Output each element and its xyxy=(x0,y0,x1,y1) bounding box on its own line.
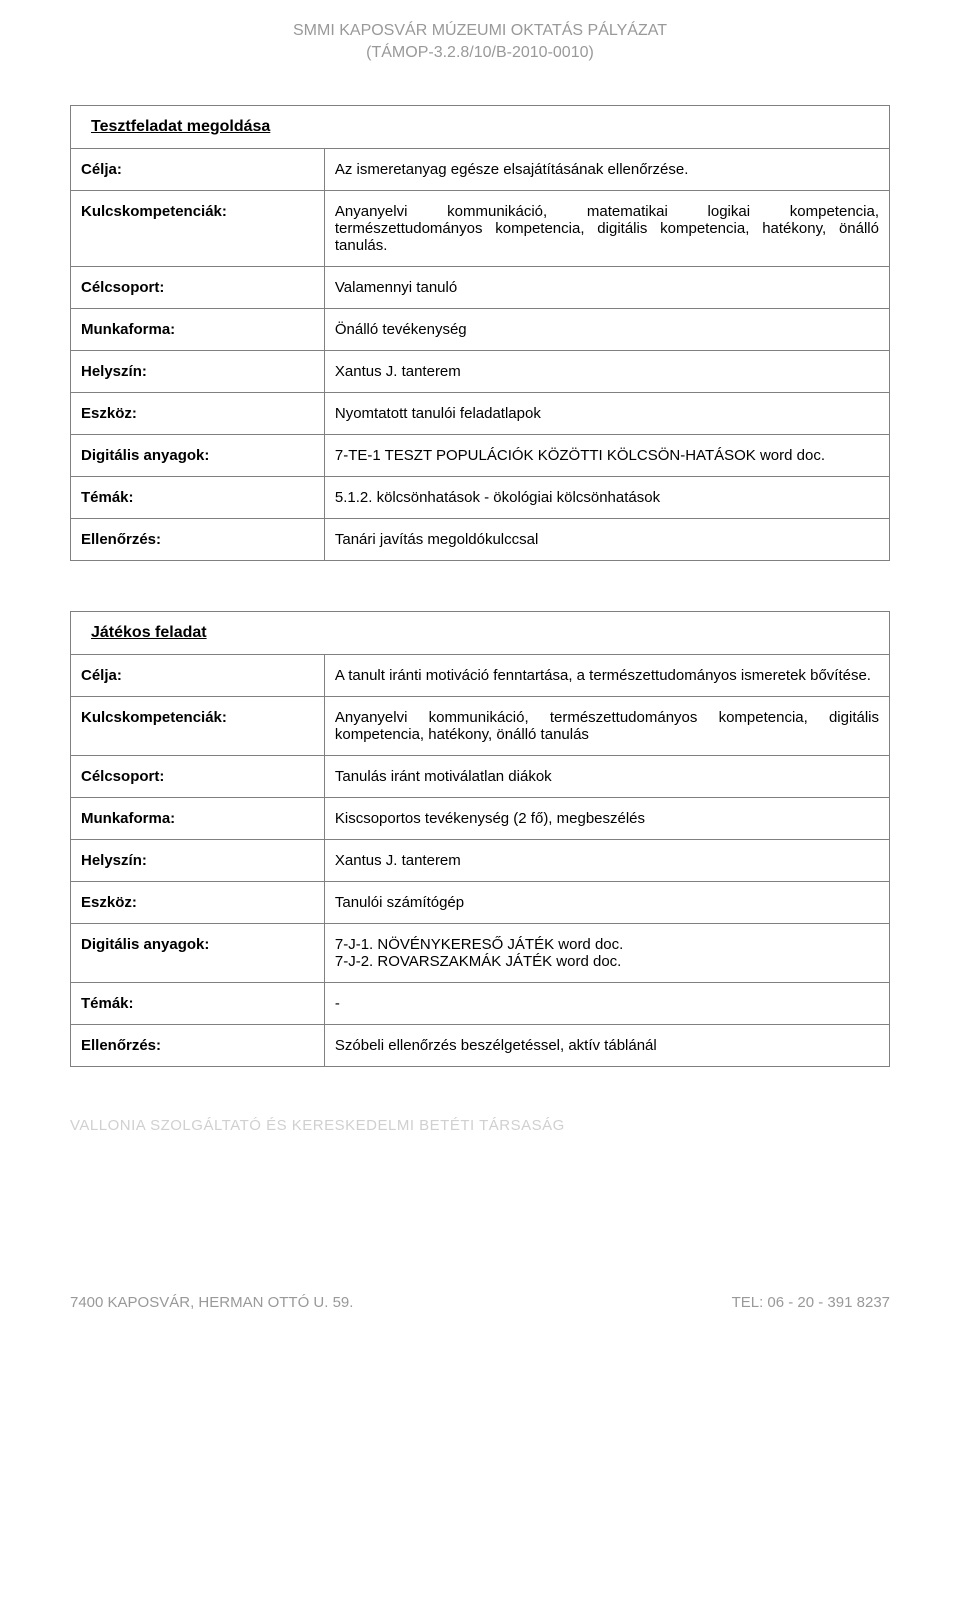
row-label: Digitális anyagok: xyxy=(71,923,325,982)
table-row: Ellenőrzés:Tanári javítás megoldókulccsa… xyxy=(71,518,890,560)
page-header: SMMI KAPOSVÁR MÚZEUMI OKTATÁS PÁLYÁZAT (… xyxy=(70,20,890,65)
row-label: Helyszín: xyxy=(71,839,325,881)
table-row: Munkaforma:Önálló tevékenység xyxy=(71,308,890,350)
table-row: Eszköz:Tanulói számítógép xyxy=(71,881,890,923)
row-value: Tanulás iránt motiválatlan diákok xyxy=(324,755,889,797)
footer-address: 7400 KAPOSVÁR, HERMAN OTTÓ U. 59. xyxy=(70,1294,353,1311)
table-row: Digitális anyagok:7-J-1. NÖVÉNYKERESŐ JÁ… xyxy=(71,923,890,982)
row-label: Témák: xyxy=(71,982,325,1024)
tables-container: Tesztfeladat megoldásaCélja:Az ismeretan… xyxy=(70,105,890,1067)
row-value: - xyxy=(324,982,889,1024)
data-table: Tesztfeladat megoldásaCélja:Az ismeretan… xyxy=(70,105,890,561)
row-value: Önálló tevékenység xyxy=(324,308,889,350)
table-row: Helyszín:Xantus J. tanterem xyxy=(71,839,890,881)
row-label: Digitális anyagok: xyxy=(71,434,325,476)
row-label: Célja: xyxy=(71,148,325,190)
row-label: Kulcskompetenciák: xyxy=(71,696,325,755)
footer-company: VALLONIA SZOLGÁLTATÓ ÉS KERESKEDELMI BET… xyxy=(70,1117,890,1134)
row-value: Anyanyelvi kommunikáció, természettudomá… xyxy=(324,696,889,755)
table-row: Kulcskompetenciák:Anyanyelvi kommunikáci… xyxy=(71,696,890,755)
row-label: Kulcskompetenciák: xyxy=(71,190,325,266)
row-value: Tanulói számítógép xyxy=(324,881,889,923)
section-title-cell: Tesztfeladat megoldása xyxy=(71,105,890,148)
row-label: Témák: xyxy=(71,476,325,518)
section-title-cell: Játékos feladat xyxy=(71,611,890,654)
row-label: Célcsoport: xyxy=(71,266,325,308)
row-value: 7-J-1. NÖVÉNYKERESŐ JÁTÉK word doc.7-J-2… xyxy=(324,923,889,982)
row-value: Xantus J. tanterem xyxy=(324,839,889,881)
section-title: Játékos feladat xyxy=(81,612,217,653)
table-row: Célja:Az ismeretanyag egésze elsajátítás… xyxy=(71,148,890,190)
table-row: Célja:A tanult iránti motiváció fenntart… xyxy=(71,654,890,696)
row-label: Munkaforma: xyxy=(71,308,325,350)
row-value: Anyanyelvi kommunikáció, matematikai log… xyxy=(324,190,889,266)
row-value: Tanári javítás megoldókulccsal xyxy=(324,518,889,560)
header-line-1: SMMI KAPOSVÁR MÚZEUMI OKTATÁS PÁLYÁZAT xyxy=(70,20,890,42)
table-row: Munkaforma:Kiscsoportos tevékenység (2 f… xyxy=(71,797,890,839)
row-value: 7-TE-1 TESZT POPULÁCIÓK KÖZÖTTI KÖLCSÖN-… xyxy=(324,434,889,476)
table-row: Helyszín:Xantus J. tanterem xyxy=(71,350,890,392)
row-label: Ellenőrzés: xyxy=(71,1024,325,1066)
row-value: Szóbeli ellenőrzés beszélgetéssel, aktív… xyxy=(324,1024,889,1066)
row-label: Munkaforma: xyxy=(71,797,325,839)
table-row: Eszköz:Nyomtatott tanulói feladatlapok xyxy=(71,392,890,434)
row-value: Nyomtatott tanulói feladatlapok xyxy=(324,392,889,434)
row-value: Az ismeretanyag egésze elsajátításának e… xyxy=(324,148,889,190)
row-label: Ellenőrzés: xyxy=(71,518,325,560)
row-value: 5.1.2. kölcsönhatások - ökológiai kölcsö… xyxy=(324,476,889,518)
footer-phone: TEL: 06 - 20 - 391 8237 xyxy=(732,1294,890,1311)
table-row: Témák:5.1.2. kölcsönhatások - ökológiai … xyxy=(71,476,890,518)
row-label: Eszköz: xyxy=(71,392,325,434)
row-value: Xantus J. tanterem xyxy=(324,350,889,392)
data-table: Játékos feladatCélja:A tanult iránti mot… xyxy=(70,611,890,1067)
header-line-2: (TÁMOP-3.2.8/10/B-2010-0010) xyxy=(70,42,890,64)
table-row: Célcsoport:Valamennyi tanuló xyxy=(71,266,890,308)
section-title: Tesztfeladat megoldása xyxy=(81,106,280,147)
row-value: A tanult iránti motiváció fenntartása, a… xyxy=(324,654,889,696)
table-row: Digitális anyagok:7-TE-1 TESZT POPULÁCIÓ… xyxy=(71,434,890,476)
table-row: Témák:- xyxy=(71,982,890,1024)
table-row: Ellenőrzés:Szóbeli ellenőrzés beszélgeté… xyxy=(71,1024,890,1066)
table-row: Kulcskompetenciák:Anyanyelvi kommunikáci… xyxy=(71,190,890,266)
row-label: Célcsoport: xyxy=(71,755,325,797)
page-footer: 7400 KAPOSVÁR, HERMAN OTTÓ U. 59. TEL: 0… xyxy=(70,1294,890,1311)
row-label: Célja: xyxy=(71,654,325,696)
row-value: Valamennyi tanuló xyxy=(324,266,889,308)
table-row: Célcsoport:Tanulás iránt motiválatlan di… xyxy=(71,755,890,797)
row-label: Eszköz: xyxy=(71,881,325,923)
row-value: Kiscsoportos tevékenység (2 fő), megbesz… xyxy=(324,797,889,839)
row-label: Helyszín: xyxy=(71,350,325,392)
